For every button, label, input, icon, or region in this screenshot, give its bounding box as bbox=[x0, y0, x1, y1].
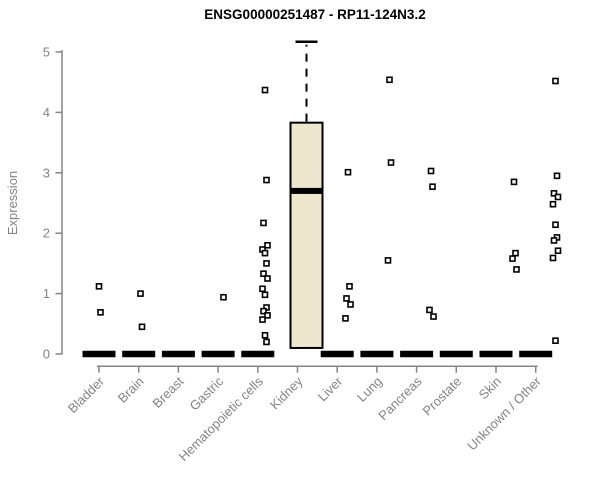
outlier-point bbox=[552, 77, 559, 85]
outlier-point bbox=[259, 316, 266, 323]
outlier-point bbox=[260, 307, 267, 315]
median-bar bbox=[400, 350, 434, 358]
outlier-point bbox=[426, 306, 433, 314]
outlier-point bbox=[137, 290, 144, 297]
x-tick-label: Skin bbox=[476, 374, 504, 402]
category-pancreas bbox=[400, 167, 437, 358]
outlier-point bbox=[509, 255, 516, 262]
outlier-point bbox=[387, 159, 395, 166]
outlier-point bbox=[263, 260, 270, 267]
outlier-point bbox=[138, 323, 146, 331]
chart-title: ENSG00000251487 - RP11-124N3.2 bbox=[204, 7, 426, 22]
outlier-point bbox=[552, 221, 559, 229]
y-tick-label: 1 bbox=[43, 286, 50, 301]
outlier-point bbox=[343, 295, 350, 302]
outlier-point bbox=[553, 172, 561, 180]
category-hematopoietic-cells bbox=[241, 86, 275, 358]
outlier-point bbox=[429, 183, 436, 190]
outlier-point bbox=[554, 247, 562, 255]
y-tick-label: 5 bbox=[43, 45, 50, 60]
x-tick-label: Bladder bbox=[65, 373, 108, 416]
category-bladder bbox=[82, 283, 116, 358]
category-liver bbox=[320, 168, 354, 358]
outlier-point bbox=[220, 293, 227, 301]
median-bar bbox=[201, 350, 235, 358]
outlier-point bbox=[260, 219, 267, 227]
outlier-point bbox=[346, 283, 353, 290]
median-bar bbox=[479, 350, 513, 358]
outlier-point bbox=[264, 312, 271, 319]
outlier-point bbox=[342, 315, 349, 322]
outlier-point bbox=[263, 338, 270, 346]
outlier-point bbox=[344, 168, 352, 176]
category-brain bbox=[122, 290, 156, 358]
median-bar bbox=[519, 350, 553, 358]
median-line bbox=[290, 187, 323, 194]
category-lung bbox=[360, 76, 395, 358]
outlier-point bbox=[261, 331, 269, 339]
outlier-point bbox=[513, 266, 520, 273]
category-unknown-other bbox=[519, 77, 562, 358]
outlier-point bbox=[95, 283, 103, 290]
outlier-point bbox=[264, 275, 271, 282]
median-bar bbox=[82, 350, 116, 358]
box bbox=[289, 121, 324, 349]
outlier-point bbox=[386, 76, 393, 84]
y-axis: 0 1 2 3 4 5 Expression bbox=[5, 45, 63, 362]
outlier-point bbox=[347, 301, 354, 308]
y-tick-label: 3 bbox=[43, 165, 50, 180]
x-tick-label: Kidney bbox=[267, 373, 306, 412]
outlier-point bbox=[261, 249, 269, 257]
outlier-point bbox=[259, 285, 266, 293]
outlier-point bbox=[427, 167, 435, 175]
x-tick-label: Unknown / Other bbox=[464, 373, 544, 453]
category-kidney bbox=[289, 40, 324, 349]
median-bar bbox=[360, 350, 394, 358]
x-tick-label: Brain bbox=[115, 374, 147, 406]
outlier-point bbox=[260, 270, 267, 277]
outlier-point bbox=[430, 313, 437, 320]
category-prostate bbox=[439, 350, 473, 358]
median-bar bbox=[161, 350, 195, 358]
outlier-point bbox=[384, 257, 392, 264]
category-skin bbox=[479, 178, 520, 358]
outlier-point bbox=[261, 291, 269, 299]
outlier-point bbox=[552, 337, 559, 345]
outlier-point bbox=[550, 237, 558, 244]
x-tick-label: Pancreas bbox=[375, 373, 425, 423]
outlier-point bbox=[512, 249, 519, 257]
outlier-point bbox=[264, 241, 271, 249]
outlier-point bbox=[554, 193, 562, 201]
x-tick-label: Prostate bbox=[420, 374, 465, 419]
y-tick-label: 0 bbox=[43, 347, 50, 362]
x-tick-label: Liver bbox=[315, 373, 346, 404]
outlier-point bbox=[550, 190, 558, 197]
median-bar bbox=[241, 350, 275, 358]
x-tick-label: Breast bbox=[149, 373, 186, 410]
median-bar bbox=[122, 350, 156, 358]
y-tick-label: 2 bbox=[43, 226, 50, 241]
outlier-point bbox=[261, 86, 269, 94]
outlier-point bbox=[263, 176, 270, 184]
category-gastric bbox=[201, 293, 235, 358]
median-bar bbox=[439, 350, 473, 358]
y-axis-title: Expression bbox=[5, 171, 20, 235]
median-bar bbox=[320, 350, 354, 358]
outlier-point bbox=[510, 178, 518, 186]
y-tick-label: 4 bbox=[43, 105, 50, 120]
x-tick-label: Lung bbox=[354, 374, 385, 405]
outlier-point bbox=[97, 309, 104, 316]
category-breast bbox=[161, 350, 195, 358]
outlier-point bbox=[549, 200, 557, 208]
outlier-point bbox=[549, 254, 557, 262]
